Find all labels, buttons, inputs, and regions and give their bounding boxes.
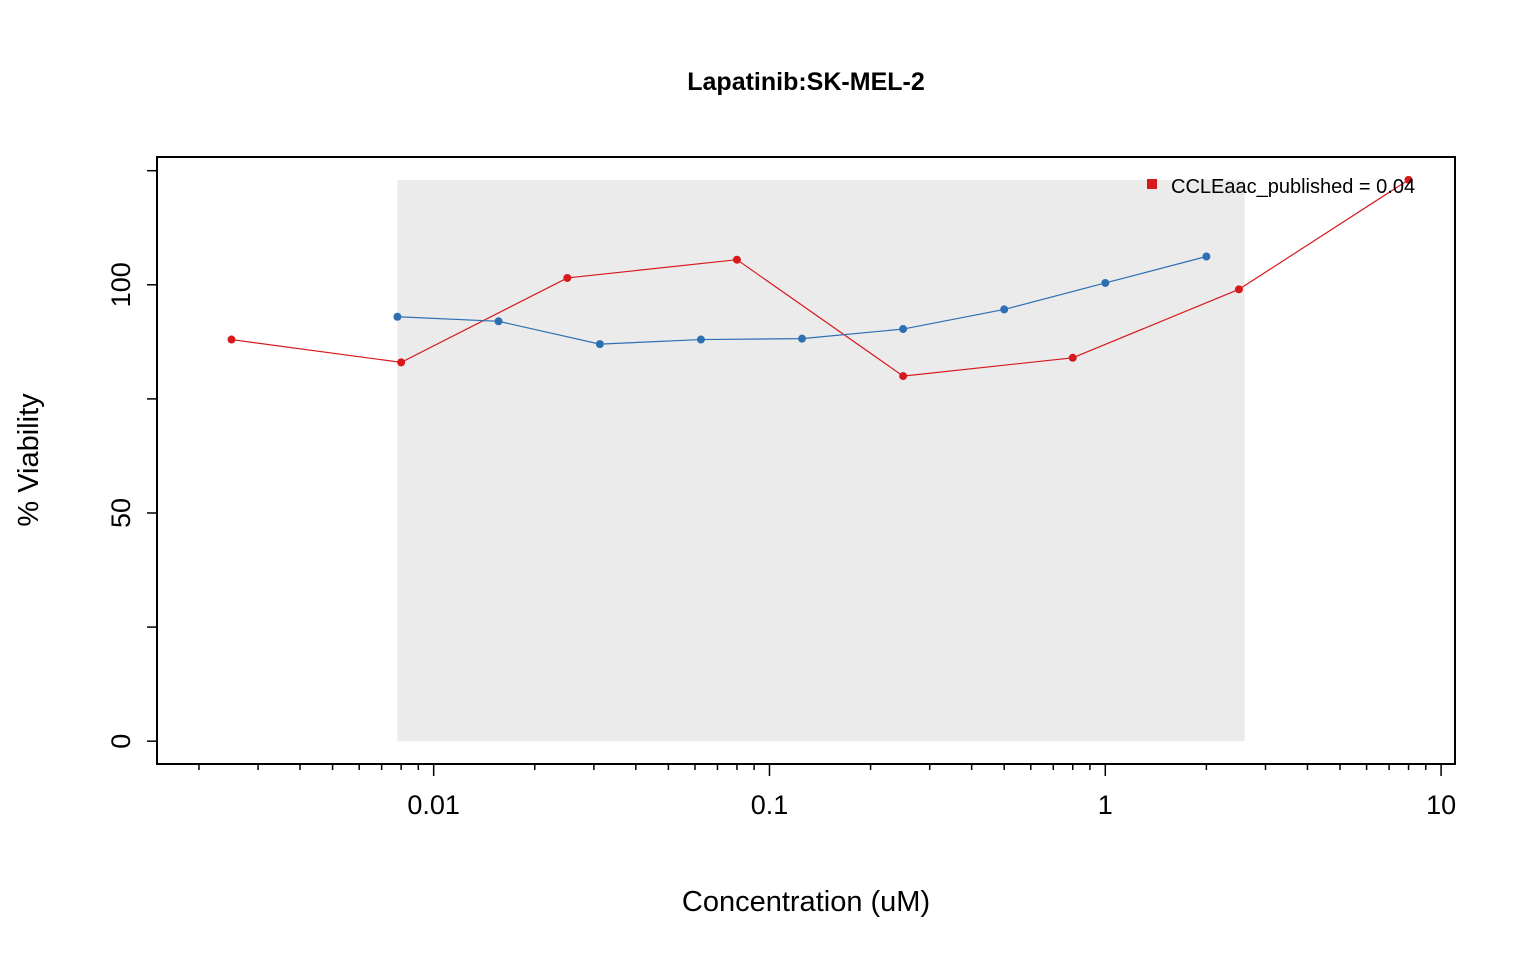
legend-label: CCLEaac_published = 0.04 [1171,176,1415,198]
x-tick-label: 10 [1426,790,1456,820]
tested-range-shading [397,179,1245,742]
series-point-2 [595,340,604,349]
y-axis-title: % Viability [13,393,45,527]
series-point-2 [798,334,807,343]
y-tick-label: 100 [106,262,136,307]
series-point-2 [1202,252,1211,261]
plot-frame [156,156,1456,765]
series-point-1 [1234,285,1243,294]
y-tick-label: 0 [106,734,136,749]
series-point-2 [494,317,503,326]
series-point-2 [899,325,908,334]
chart-title: Lapatinib:SK-MEL-2 [687,68,925,96]
series-point-1 [1068,353,1077,362]
series-point-1 [899,372,908,381]
series-point-2 [696,335,705,344]
series-point-2 [1000,305,1009,314]
series-point-1 [1404,175,1413,184]
legend-marker [1147,179,1157,189]
series-point-2 [1101,278,1110,287]
x-tick-label: 0.01 [407,790,460,820]
series-line-1 [231,179,1409,377]
x-tick-label: 0.1 [751,790,789,820]
series-point-2 [393,312,402,321]
series-point-1 [732,255,741,264]
y-tick-label: 50 [106,498,136,528]
series-point-1 [563,273,572,282]
x-tick-label: 1 [1098,790,1113,820]
x-axis-title: Concentration (uM) [682,886,930,918]
series-point-1 [397,358,406,367]
series-point-1 [227,335,236,344]
